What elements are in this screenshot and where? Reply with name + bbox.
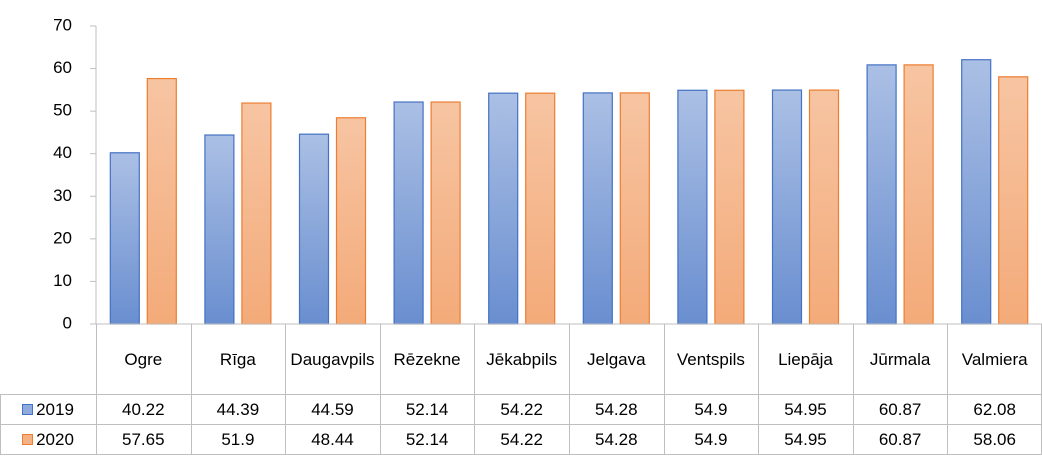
bar xyxy=(903,64,934,325)
bar xyxy=(109,152,140,325)
table-line xyxy=(0,424,1042,425)
bar xyxy=(430,101,461,325)
table-line xyxy=(474,324,476,454)
category-label: Jēkabpils xyxy=(486,349,558,369)
bar xyxy=(582,92,613,325)
category-label: Ventspils xyxy=(676,349,745,369)
bar xyxy=(771,89,803,325)
y-tick-label: 40 xyxy=(53,143,72,162)
y-tick-label: 0 xyxy=(63,313,72,332)
category-label: Liepāja xyxy=(778,349,833,369)
legend-label: 2019 xyxy=(36,399,74,419)
category-label: Valmiera xyxy=(961,349,1028,369)
bar xyxy=(619,92,650,325)
table-value: 52.14 xyxy=(405,399,449,419)
bar xyxy=(488,92,519,325)
table-value: 54.28 xyxy=(595,429,638,449)
y-tick-label: 70 xyxy=(53,15,72,34)
table-value: 48.44 xyxy=(311,429,354,449)
table-value: 44.39 xyxy=(216,399,260,419)
y-tick-label: 60 xyxy=(53,58,72,77)
category-label: Jelgava xyxy=(586,349,646,369)
table-line xyxy=(190,324,192,454)
table-line xyxy=(0,394,1,454)
table-value: 58.06 xyxy=(973,429,1016,449)
bar xyxy=(204,134,235,325)
table-line xyxy=(758,324,760,454)
table-line xyxy=(285,324,287,454)
table-value: 40.22 xyxy=(122,399,165,419)
bar xyxy=(146,77,177,325)
table-value: 44.59 xyxy=(311,399,354,419)
table-value: 57.65 xyxy=(122,429,165,449)
y-tick-label: 10 xyxy=(53,271,72,290)
bar xyxy=(998,76,1029,325)
table-line xyxy=(663,324,665,454)
legend-key xyxy=(22,433,34,445)
table-value: 54.9 xyxy=(694,399,728,419)
category-label: Daugavpils xyxy=(290,349,375,369)
bar xyxy=(335,117,367,325)
category-label: Rīga xyxy=(219,349,256,369)
table-line xyxy=(569,324,570,454)
table-value: 54.22 xyxy=(500,429,543,449)
table-value: 54.9 xyxy=(694,429,728,449)
y-tick-label: 30 xyxy=(53,186,72,205)
y-tick-label: 50 xyxy=(53,101,72,120)
category-label: Ogre xyxy=(124,349,163,369)
category-label: Jūrmala xyxy=(869,349,931,369)
table-value: 54.28 xyxy=(595,399,638,419)
table-value: 52.14 xyxy=(405,429,449,449)
table-line xyxy=(947,324,949,454)
legend-key xyxy=(22,403,34,415)
bar xyxy=(525,92,556,325)
bar xyxy=(714,89,745,325)
table-line xyxy=(0,394,1042,395)
table-value: 54.95 xyxy=(784,399,827,419)
bar xyxy=(808,89,840,325)
legend-entry: 2019 xyxy=(0,394,96,424)
table-value: 62.08 xyxy=(973,399,1016,419)
table-line xyxy=(0,454,1042,455)
bar xyxy=(866,64,897,325)
bar xyxy=(677,89,708,325)
table-value: 54.22 xyxy=(500,399,543,419)
bar xyxy=(241,102,272,325)
table-value: 60.87 xyxy=(878,399,922,419)
table-value: 51.9 xyxy=(221,429,255,449)
bar xyxy=(393,101,424,325)
table-line xyxy=(96,324,97,454)
table-value: 60.87 xyxy=(878,429,922,449)
bar xyxy=(298,133,330,325)
table-line xyxy=(852,324,854,454)
category-label: Rēzekne xyxy=(393,349,461,369)
legend-label: 2020 xyxy=(36,429,74,449)
table-line xyxy=(379,324,381,454)
bar xyxy=(961,59,992,325)
y-tick-label: 20 xyxy=(53,228,72,247)
legend-entry: 2020 xyxy=(0,424,96,454)
table-value: 54.95 xyxy=(784,429,827,449)
